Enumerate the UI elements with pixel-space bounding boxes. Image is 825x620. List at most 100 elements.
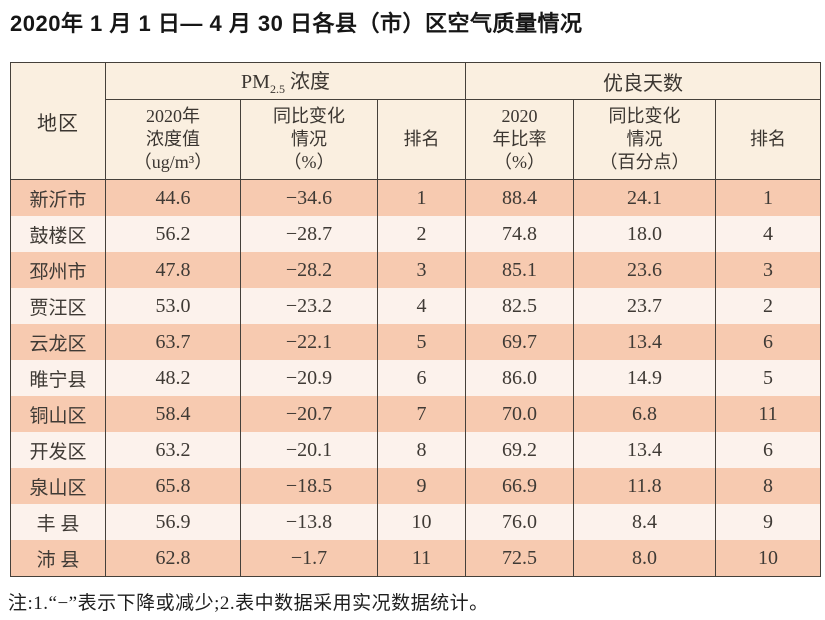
days-rank-cell: 4 bbox=[715, 216, 821, 252]
region-cell: 铜山区 bbox=[10, 396, 106, 432]
footnote: 注:1.“−”表示下降或减少;2.表中数据采用实况数据统计。 bbox=[8, 593, 489, 614]
air-quality-table: 地区 PM2.5 浓度 优良天数 2020年 浓度值 （ug/m³） 同比变化 … bbox=[10, 62, 821, 577]
page-title: 2020年 1 月 1 日— 4 月 30 日各县（市）区空气质量情况 bbox=[10, 11, 583, 36]
days-rank-cell: 6 bbox=[715, 432, 821, 468]
days-ratio-cell: 88.4 bbox=[465, 179, 574, 216]
days-ratio-cell: 69.2 bbox=[465, 432, 574, 468]
sub-header-row: 2020年 浓度值 （ug/m³） 同比变化 情况 （%） 排名 2020 年比… bbox=[11, 99, 821, 180]
table-row: 鼓楼区 56.2 −28.7 2 74.8 18.0 4 bbox=[10, 216, 821, 252]
days-change-cell: 13.4 bbox=[573, 324, 716, 360]
days-ratio-cell: 86.0 bbox=[465, 360, 574, 396]
days-change-cell: 24.1 bbox=[573, 179, 716, 216]
table-row: 开发区 63.2 −20.1 8 69.2 13.4 6 bbox=[10, 432, 821, 468]
pm-change-cell: −22.1 bbox=[240, 324, 378, 360]
pm-change-cell: −28.7 bbox=[240, 216, 378, 252]
pm-value-cell: 63.2 bbox=[105, 432, 241, 468]
pm-value-cell: 48.2 bbox=[105, 360, 241, 396]
table-row: 铜山区 58.4 −20.7 7 70.0 6.8 11 bbox=[10, 396, 821, 432]
pm-change-cell: −20.1 bbox=[240, 432, 378, 468]
region-cell: 邳州市 bbox=[10, 252, 106, 288]
pm-rank-cell: 1 bbox=[377, 179, 466, 216]
pm-rank-cell: 11 bbox=[377, 540, 466, 577]
days-ratio-cell: 69.7 bbox=[465, 324, 574, 360]
pm-rank-cell: 7 bbox=[377, 396, 466, 432]
pm-change-cell: −20.7 bbox=[240, 396, 378, 432]
pm-change-cell: −1.7 bbox=[240, 540, 378, 577]
pm-change-cell: −23.2 bbox=[240, 288, 378, 324]
days-change-cell: 23.6 bbox=[573, 252, 716, 288]
pm-value-cell: 47.8 bbox=[105, 252, 241, 288]
days-ratio-cell: 82.5 bbox=[465, 288, 574, 324]
pm-rank-cell: 3 bbox=[377, 252, 466, 288]
pm-change-column-header: 同比变化 情况 （%） bbox=[240, 99, 378, 180]
pm-value-cell: 56.2 bbox=[105, 216, 241, 252]
region-cell: 鼓楼区 bbox=[10, 216, 106, 252]
days-rank-cell: 5 bbox=[715, 360, 821, 396]
pm-value-cell: 53.0 bbox=[105, 288, 241, 324]
days-change-cell: 23.7 bbox=[573, 288, 716, 324]
pm-rank-cell: 6 bbox=[377, 360, 466, 396]
pm-value-cell: 63.7 bbox=[105, 324, 241, 360]
days-rank-cell: 11 bbox=[715, 396, 821, 432]
region-cell: 沛 县 bbox=[10, 540, 106, 577]
days-ratio-cell: 66.9 bbox=[465, 468, 574, 504]
region-cell: 云龙区 bbox=[10, 324, 106, 360]
days-change-cell: 11.8 bbox=[573, 468, 716, 504]
days-change-cell: 6.8 bbox=[573, 396, 716, 432]
pm-rank-cell: 5 bbox=[377, 324, 466, 360]
pm-change-cell: −13.8 bbox=[240, 504, 378, 540]
days-change-cell: 8.4 bbox=[573, 504, 716, 540]
table-body: 新沂市 44.6 −34.6 1 88.4 24.1 1 鼓楼区 56.2 −28.7 2 74.8 1… bbox=[10, 179, 821, 577]
days-rank-cell: 1 bbox=[715, 179, 821, 216]
table-row: 新沂市 44.6 −34.6 1 88.4 24.1 1 bbox=[10, 179, 821, 216]
pm-value-cell: 62.8 bbox=[105, 540, 241, 577]
pm-rank-cell: 10 bbox=[377, 504, 466, 540]
pm-value-cell: 44.6 bbox=[105, 179, 241, 216]
days-change-cell: 13.4 bbox=[573, 432, 716, 468]
days-rank-cell: 3 bbox=[715, 252, 821, 288]
region-cell: 睢宁县 bbox=[10, 360, 106, 396]
pm-value-cell: 56.9 bbox=[105, 504, 241, 540]
pm-change-cell: −28.2 bbox=[240, 252, 378, 288]
table-header: 地区 PM2.5 浓度 优良天数 2020年 浓度值 （ug/m³） 同比变化 … bbox=[10, 62, 821, 180]
days-ratio-cell: 72.5 bbox=[465, 540, 574, 577]
days-rank-cell: 2 bbox=[715, 288, 821, 324]
days-change-cell: 8.0 bbox=[573, 540, 716, 577]
pm25-subscript: 2.5 bbox=[269, 82, 285, 96]
days-change-cell: 18.0 bbox=[573, 216, 716, 252]
days-rank-cell: 10 bbox=[715, 540, 821, 577]
pm-rank-cell: 9 bbox=[377, 468, 466, 504]
region-cell: 丰 县 bbox=[10, 504, 106, 540]
days-ratio-cell: 76.0 bbox=[465, 504, 574, 540]
pm-rank-column-header: 排名 bbox=[377, 99, 466, 180]
pm-change-cell: −18.5 bbox=[240, 468, 378, 504]
region-cell: 泉山区 bbox=[10, 468, 106, 504]
days-rank-cell: 8 bbox=[715, 468, 821, 504]
days-ratio-cell: 70.0 bbox=[465, 396, 574, 432]
table-row: 云龙区 63.7 −22.1 5 69.7 13.4 6 bbox=[10, 324, 821, 360]
days-change-cell: 14.9 bbox=[573, 360, 716, 396]
pm-value-column-header: 2020年 浓度值 （ug/m³） bbox=[105, 99, 241, 180]
pm25-label: PM2.5 浓度 bbox=[241, 71, 330, 96]
good-days-group-header: 优良天数 bbox=[465, 62, 821, 100]
pm-rank-cell: 4 bbox=[377, 288, 466, 324]
pm-change-cell: −34.6 bbox=[240, 179, 378, 216]
days-rank-cell: 9 bbox=[715, 504, 821, 540]
pm-rank-cell: 8 bbox=[377, 432, 466, 468]
days-rank-column-header: 排名 bbox=[715, 99, 821, 180]
table-row: 邳州市 47.8 −28.2 3 85.1 23.6 3 bbox=[10, 252, 821, 288]
days-ratio-cell: 74.8 bbox=[465, 216, 574, 252]
pm-rank-cell: 2 bbox=[377, 216, 466, 252]
region-column-header: 地区 bbox=[10, 62, 106, 180]
table-row: 泉山区 65.8 −18.5 9 66.9 11.8 8 bbox=[10, 468, 821, 504]
pm-value-cell: 65.8 bbox=[105, 468, 241, 504]
table-row: 贾汪区 53.0 −23.2 4 82.5 23.7 2 bbox=[10, 288, 821, 324]
days-ratio-cell: 85.1 bbox=[465, 252, 574, 288]
days-rank-cell: 6 bbox=[715, 324, 821, 360]
pm25-group-header: PM2.5 浓度 bbox=[105, 62, 466, 100]
region-cell: 新沂市 bbox=[10, 179, 106, 216]
region-cell: 贾汪区 bbox=[10, 288, 106, 324]
table-row: 丰 县 56.9 −13.8 10 76.0 8.4 9 bbox=[10, 504, 821, 540]
pm-value-cell: 58.4 bbox=[105, 396, 241, 432]
region-cell: 开发区 bbox=[10, 432, 106, 468]
